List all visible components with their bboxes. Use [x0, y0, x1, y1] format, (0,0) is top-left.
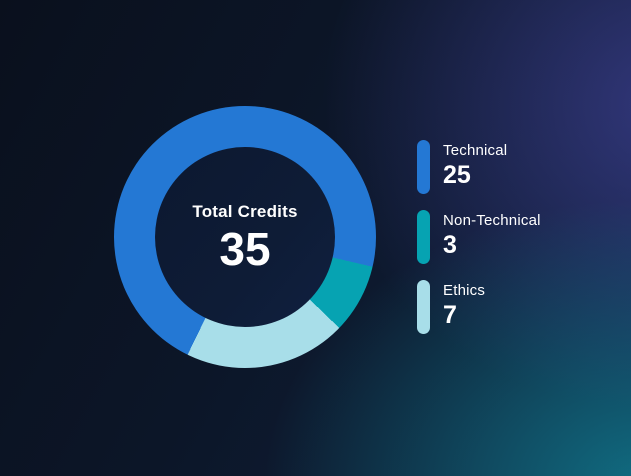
legend-pill	[417, 280, 430, 334]
total-credits-label: Total Credits	[192, 202, 298, 221]
legend-pill	[417, 210, 430, 264]
legend-text: Technical 25	[443, 140, 507, 194]
legend-item-label: Technical	[443, 142, 508, 159]
donut-chart: Total Credits 35	[114, 106, 376, 368]
legend-text: Ethics 7	[443, 280, 485, 334]
total-credits-value: 35	[219, 223, 271, 275]
legend: Technical 25 Non-Technical 3 Ethics 7	[417, 140, 541, 334]
legend-item-technical: Technical 25	[417, 140, 541, 194]
legend-item-value: 25	[443, 161, 471, 189]
legend-item-label: Ethics	[443, 282, 486, 299]
legend-item-value: 3	[443, 231, 457, 259]
donut-hole: Total Credits 35	[155, 147, 335, 327]
legend-item-non-technical: Non-Technical 3	[417, 210, 541, 264]
legend-item-label: Non-Technical	[443, 212, 541, 229]
legend-pill	[417, 140, 430, 194]
legend-text: Non-Technical 3	[443, 210, 541, 264]
legend-item-value: 7	[443, 301, 457, 329]
legend-item-ethics: Ethics 7	[417, 280, 541, 334]
